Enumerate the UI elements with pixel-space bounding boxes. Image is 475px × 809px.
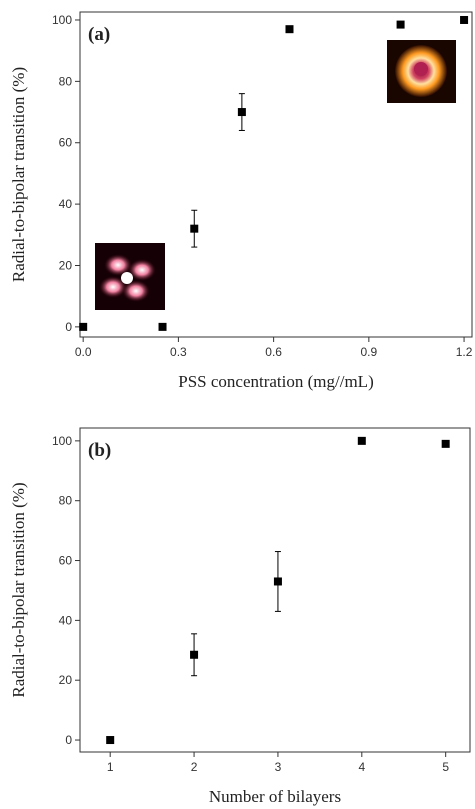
y-tick-label: 60 [59, 136, 73, 150]
point [237, 108, 246, 117]
y-tick-label: 80 [59, 74, 73, 88]
point [190, 224, 199, 233]
plot-frame [79, 427, 471, 753]
point [460, 15, 469, 24]
point [357, 436, 366, 445]
x-tick-label: 3 [275, 760, 282, 774]
x-tick-label: 0.9 [360, 345, 377, 359]
x-tick-label: 2 [191, 760, 198, 774]
y-tick-label: 0 [65, 320, 72, 334]
x-tick-label: 1.2 [456, 345, 473, 359]
point [441, 439, 450, 448]
x-tick-label: 0.3 [170, 345, 187, 359]
y-axis-label: Radial-to-bipolar transition (%) [9, 67, 28, 282]
y-tick-label: 40 [59, 613, 73, 627]
y-tick-label: 60 [59, 554, 73, 568]
y-tick-label: 20 [59, 258, 73, 272]
point [285, 25, 294, 34]
point [396, 20, 405, 29]
y-tick-label: 20 [59, 673, 73, 687]
y-tick-label: 0 [65, 733, 72, 747]
x-axis-label: Number of bilayers [209, 787, 341, 806]
panel-label: (b) [88, 440, 111, 461]
x-tick-label: 4 [358, 760, 365, 774]
chart: 0 20 40 60 80 100 1 2 3 4 5 Number of bilayers Radia… [9, 427, 471, 806]
x-tick-label: 1 [107, 760, 114, 774]
chart: 0 20 40 60 80 100 0.0 0.3 0.6 0.9 1.2 PSS concentra… [9, 11, 473, 391]
y-tick-label: 100 [52, 434, 72, 448]
y-axis-label: Radial-to-bipolar transition (%) [9, 482, 28, 697]
point [190, 650, 199, 659]
x-tick-label: 5 [442, 760, 449, 774]
inset-radial [95, 243, 165, 310]
y-tick-label: 40 [59, 197, 73, 211]
y-tick-label: 100 [52, 13, 72, 27]
point [273, 577, 282, 586]
y-tick-label: 80 [59, 494, 73, 508]
panel-label: (a) [88, 24, 110, 45]
inset-bipolar [387, 40, 456, 103]
point [79, 322, 88, 331]
plot-frame [79, 11, 473, 338]
x-tick-label: 0.0 [75, 345, 92, 359]
point [158, 322, 167, 331]
point [106, 736, 115, 745]
x-axis-label: PSS concentration (mg//mL) [178, 372, 373, 391]
x-tick-label: 0.6 [265, 345, 282, 359]
